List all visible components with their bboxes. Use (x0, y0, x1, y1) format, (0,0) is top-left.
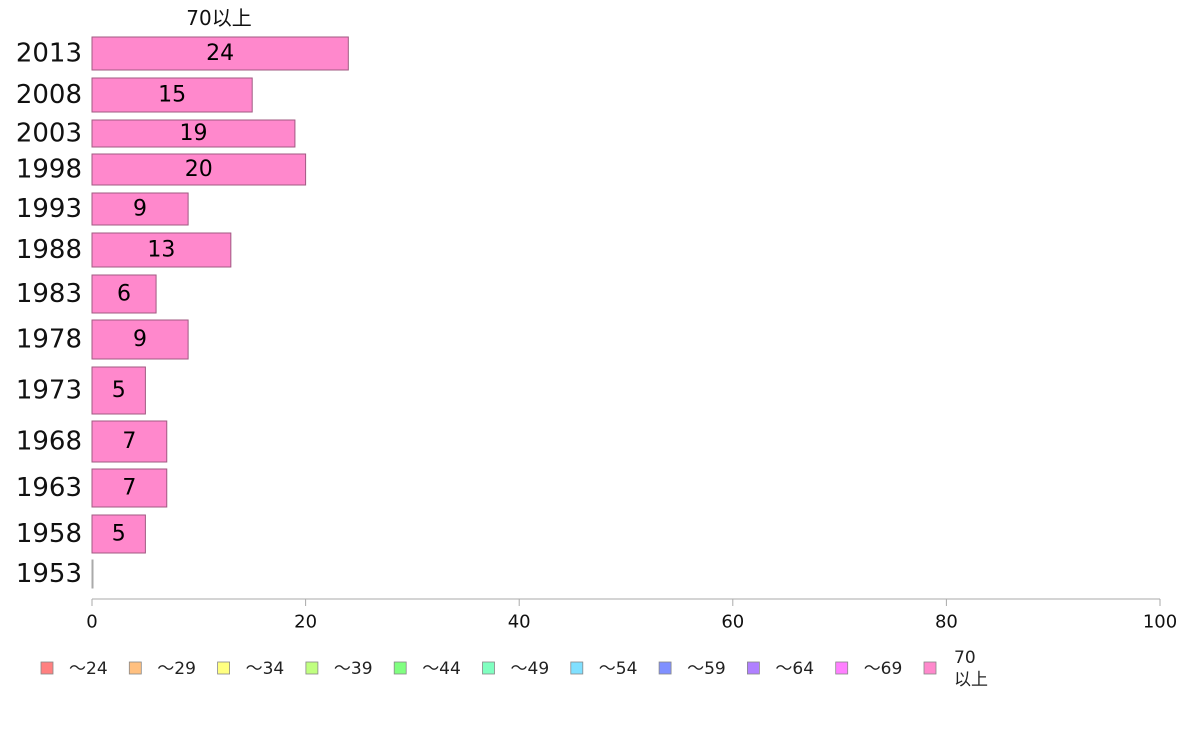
x-tick-label: 100 (1143, 612, 1177, 633)
legend-label: 以上 (954, 670, 988, 690)
legend-item: ～69 (835, 659, 903, 679)
bar (91, 77, 253, 113)
bar-group: 1953 (16, 559, 94, 589)
bar (91, 468, 168, 508)
data-label: 19 (179, 121, 207, 146)
bar-group: 1968 7 (16, 420, 168, 463)
x-axis: 0 20 40 60 80 100 (86, 598, 1177, 633)
bars: 2013 24 2008 15 2003 19 1998 20 1993 9 1988 13 1983 6… (16, 36, 349, 589)
legend-item: ～44 (393, 659, 461, 679)
data-label: 9 (133, 327, 147, 352)
legend-label: ～59 (687, 659, 726, 679)
bar-group: 2013 24 (16, 36, 349, 71)
data-label: 6 (117, 282, 131, 307)
bar (91, 274, 157, 314)
x-tick-label: 60 (721, 612, 744, 633)
bar (91, 514, 146, 554)
x-tick-label: 40 (508, 612, 531, 633)
bar (91, 366, 146, 415)
data-label: 7 (122, 429, 136, 454)
legend-swatch (923, 661, 937, 675)
y-tick-label: 2008 (16, 80, 82, 110)
y-tick-label: 1973 (16, 376, 82, 406)
x-tick-label: 20 (294, 612, 317, 633)
legend-swatch (658, 661, 672, 675)
y-tick-label: 1953 (16, 559, 82, 589)
legend-label: ～54 (599, 659, 638, 679)
y-tick-label: 2013 (16, 39, 82, 69)
bar-group: 1958 5 (16, 514, 146, 554)
data-label: 15 (158, 83, 186, 108)
y-tick-label: 1968 (16, 427, 82, 457)
x-tick-label: 80 (935, 612, 958, 633)
legend-label: ～44 (422, 659, 461, 679)
y-tick-label: 1998 (16, 155, 82, 185)
legend-item: ～29 (128, 659, 196, 679)
legend-item: ～59 (658, 659, 726, 679)
data-label: 7 (122, 476, 136, 501)
legend-swatch (128, 661, 142, 675)
legend-label: ～34 (246, 659, 285, 679)
bar-group: 1993 9 (16, 192, 189, 226)
legend-label: ～64 (775, 659, 814, 679)
bar (91, 319, 189, 360)
bar (91, 232, 232, 268)
legend-item: ～54 (570, 659, 638, 679)
y-tick-label: 1988 (16, 235, 82, 265)
legend-item: 70以上 (923, 648, 988, 690)
bar-group: 1988 13 (16, 232, 232, 268)
data-label: 20 (185, 157, 213, 182)
bar-group: 1998 20 (16, 153, 307, 186)
data-label: 5 (112, 522, 126, 547)
y-tick-label: 1978 (16, 325, 82, 355)
legend-item: ～64 (747, 659, 814, 679)
bar-group: 2008 15 (16, 77, 253, 113)
y-tick-label: 1958 (16, 519, 82, 549)
series-title: 70以上 (186, 6, 251, 30)
bar (91, 36, 349, 71)
legend-swatch (40, 661, 54, 675)
bar (91, 420, 168, 463)
legend-swatch (305, 661, 319, 675)
bar-group: 1973 5 (16, 366, 146, 415)
legend-swatch (217, 661, 231, 675)
legend-label: ～69 (864, 659, 903, 679)
bar (91, 192, 189, 226)
y-tick-label: 2003 (16, 119, 82, 149)
legend-swatch (835, 661, 849, 675)
legend-swatch (393, 661, 407, 675)
legend-label: ～39 (334, 659, 373, 679)
legend-item: ～24 (40, 659, 108, 679)
data-label: 24 (206, 41, 234, 66)
legend-swatch (482, 661, 495, 675)
bar-group: 2003 19 (16, 119, 296, 149)
legend-item: ～39 (305, 659, 373, 679)
legend-swatch (747, 661, 760, 675)
legend-item: ～49 (482, 659, 550, 679)
data-label: 13 (147, 238, 175, 263)
legend-swatch (570, 661, 584, 675)
bar (91, 153, 307, 186)
data-label: 9 (133, 197, 147, 222)
legend-label: ～29 (157, 659, 196, 679)
bar-group: 1983 6 (16, 274, 157, 314)
legend: ～24 ～29 ～34 ～39 ～44 ～49 ～54 ～59 ～64 ～69 70以上 (40, 648, 988, 690)
legend-item: ～34 (217, 659, 285, 679)
bar (91, 119, 296, 148)
y-tick-label: 1963 (16, 473, 82, 503)
x-tick-label: 0 (86, 612, 97, 633)
y-tick-label: 1983 (16, 279, 82, 309)
data-label: 5 (112, 378, 126, 403)
y-tick-label: 1993 (16, 194, 82, 224)
bar-group: 1978 9 (16, 319, 189, 360)
legend-label: ～49 (511, 659, 550, 679)
bar (91, 559, 94, 589)
bar-group: 1963 7 (16, 468, 168, 508)
legend-label: 70 (954, 648, 976, 668)
legend-label: ～24 (69, 659, 108, 679)
